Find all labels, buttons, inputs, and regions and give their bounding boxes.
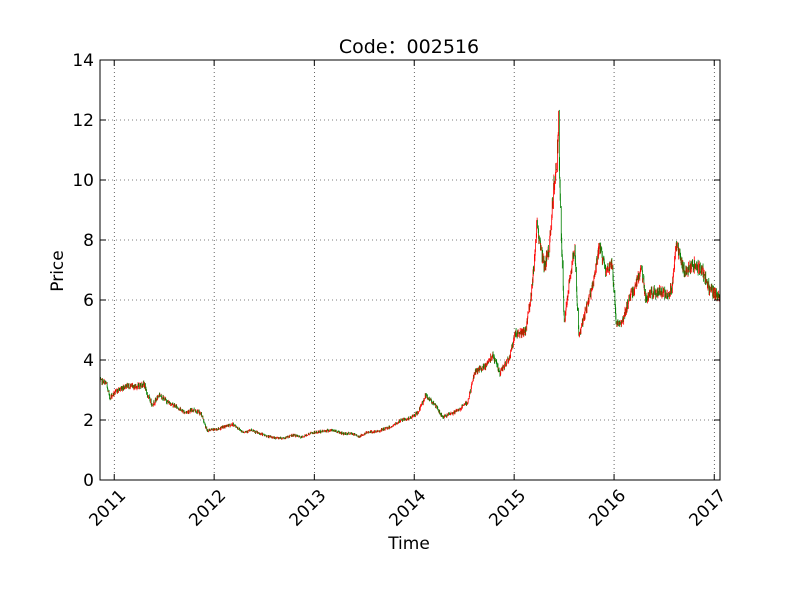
- y-tick-label: 2: [83, 411, 94, 431]
- x-axis-label: Time: [387, 534, 430, 554]
- grid-lines: [100, 60, 720, 480]
- x-tick-label: 2014: [386, 486, 431, 531]
- y-tick-label: 8: [83, 231, 94, 251]
- chart-title: Code：002516: [339, 36, 479, 58]
- y-tick-label: 4: [83, 351, 94, 371]
- y-tick-label: 10: [72, 171, 94, 191]
- y-tick-label: 14: [72, 51, 94, 71]
- plot-frame: [99, 59, 721, 481]
- x-tick-label: 2012: [185, 486, 230, 531]
- y-axis-label: Price: [48, 250, 68, 291]
- y-tick-label: 6: [83, 291, 94, 311]
- x-tick-label: 2016: [585, 486, 630, 531]
- x-tick-label: 2011: [86, 486, 131, 531]
- candles: [99, 109, 720, 440]
- y-tick-label: 0: [83, 471, 94, 491]
- x-tick-label: 2013: [286, 486, 331, 531]
- y-tick-label: 12: [72, 111, 94, 131]
- x-tick-label: 2015: [485, 486, 530, 531]
- x-tick-label: 2017: [686, 486, 731, 531]
